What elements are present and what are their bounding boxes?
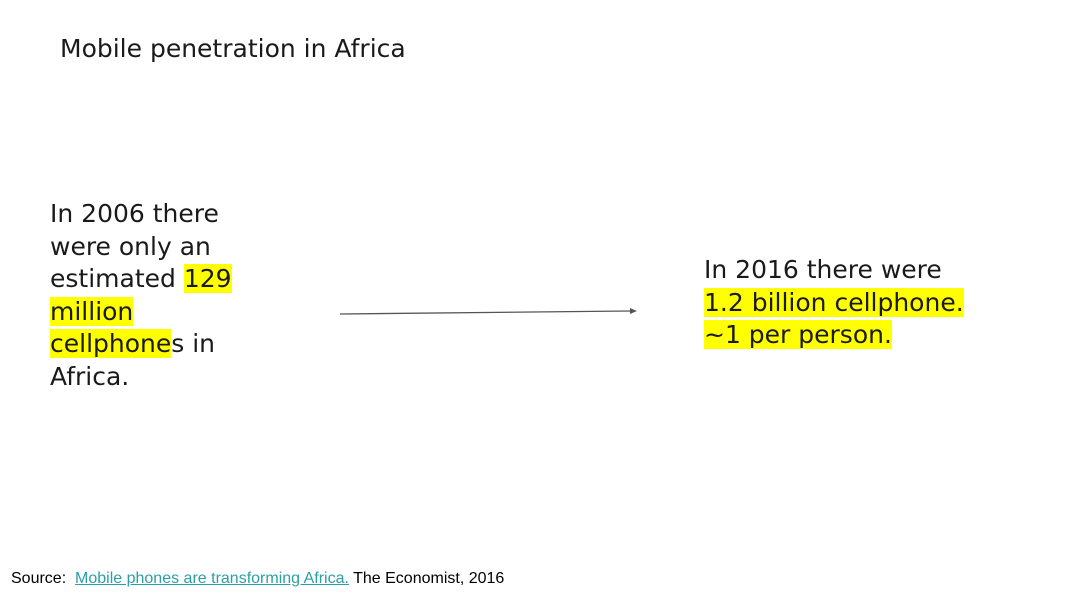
- left-fact-2006: In 2006 there were only an estimated 129…: [50, 198, 265, 393]
- left-fact-text-before: In 2006 there were only an estimated: [50, 199, 219, 293]
- right-fact-text-before: In 2016 there were: [704, 255, 942, 284]
- source-prefix: Source:: [11, 570, 67, 587]
- right-fact-2016: In 2016 there were 1.2 billion cellphone…: [704, 254, 1044, 352]
- right-fact-highlight-line2: ~1 per person.: [704, 320, 892, 349]
- slide-title: Mobile penetration in Africa: [60, 34, 406, 63]
- source-suffix: The Economist, 2016: [348, 570, 505, 587]
- source-link[interactable]: Mobile phones are transforming Africa.: [75, 570, 349, 587]
- source-citation: Source: Mobile phones are transforming A…: [11, 570, 504, 588]
- right-fact-highlight-line1: 1.2 billion cellphone.: [704, 287, 964, 317]
- right-arrow-icon: [340, 308, 637, 315]
- left-fact-text-after: s in Africa.: [50, 329, 216, 391]
